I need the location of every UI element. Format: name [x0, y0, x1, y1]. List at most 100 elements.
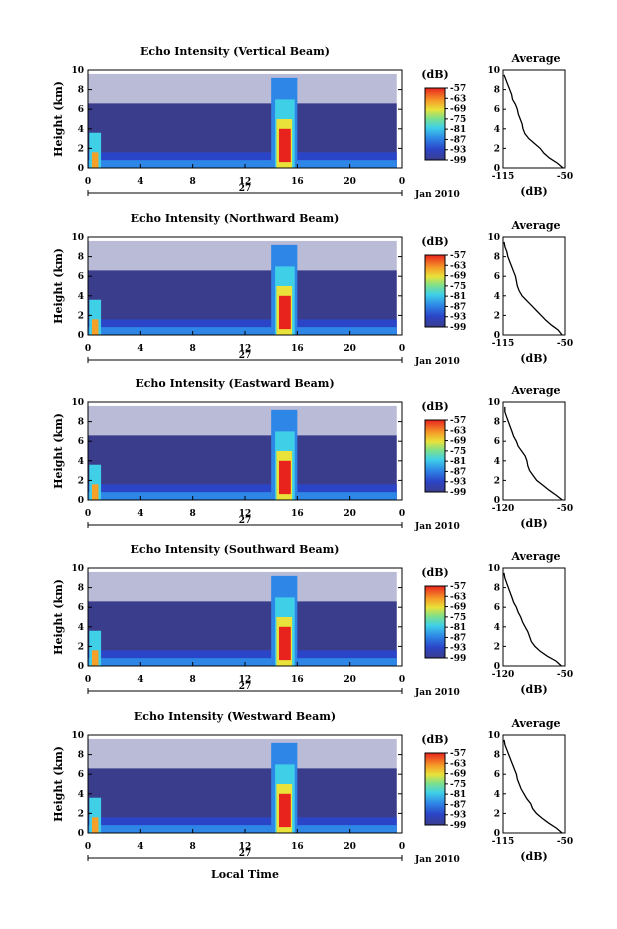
- echo-plume-early-core: [91, 319, 99, 335]
- panel-4: Echo Intensity (Westward Beam) 0 2 4 6 8 10 Hei…: [52, 710, 573, 865]
- x-tick-label: 20: [343, 842, 356, 852]
- profile-title: Average: [510, 550, 560, 563]
- y-axis-label: Height (km): [52, 248, 65, 324]
- x-tick-label: 4: [137, 509, 143, 519]
- echo-surface-band: [88, 658, 397, 666]
- profile-x-tick-label: -50: [557, 339, 573, 349]
- day-label: 27: [239, 184, 252, 194]
- profile-y-tick-label: 2: [494, 311, 500, 321]
- panel-title: Echo Intensity (Eastward Beam): [135, 377, 334, 390]
- profile-y-tick-label: 0: [494, 496, 500, 506]
- colorbar-unit: (dB): [421, 235, 448, 248]
- profile-y-tick-label: 2: [494, 476, 500, 486]
- date-label: Jan 2010: [414, 522, 460, 532]
- colorbar-tick-label: -63: [450, 592, 466, 602]
- y-tick-label: 10: [71, 66, 84, 76]
- profile-x-tick-label: -115: [492, 172, 515, 182]
- profile-y-tick-label: 6: [494, 105, 500, 115]
- colorbar-unit: (dB): [421, 566, 448, 579]
- x-tick-label: 0: [85, 675, 91, 685]
- x-tick-label: 12: [239, 842, 252, 852]
- profile-x-tick-label: -120: [492, 504, 515, 514]
- colorbar-tick-label: -75: [450, 780, 466, 790]
- panel-title: Echo Intensity (Vertical Beam): [140, 45, 330, 58]
- profile-y-tick-label: 0: [494, 829, 500, 839]
- y-tick-label: 2: [78, 311, 84, 321]
- colorbar-tick-label: -75: [450, 447, 466, 457]
- colorbar-tick-label: -99: [450, 654, 466, 664]
- y-tick-label: 0: [78, 496, 84, 506]
- colorbar-tick-label: -87: [450, 633, 466, 643]
- echo-sparse-upper: [88, 405, 397, 436]
- colorbar-tick-label: -69: [450, 272, 466, 282]
- y-tick-label: 2: [78, 144, 84, 154]
- colorbar-tick-label: -81: [450, 125, 466, 135]
- y-tick-label: 6: [78, 272, 84, 282]
- echo-event-core: [279, 626, 291, 661]
- colorbar-tick-label: -81: [450, 623, 466, 633]
- y-tick-label: 0: [78, 662, 84, 672]
- colorbar-tick-label: -63: [450, 261, 466, 271]
- profile-x-label: (dB): [520, 352, 547, 365]
- panel-3: Echo Intensity (Southward Beam) 0 2 4 6 8 10 He…: [52, 543, 573, 698]
- profile-y-tick-label: 4: [494, 292, 500, 302]
- profile-axes: [502, 236, 566, 336]
- profile-axes: [502, 734, 566, 834]
- echo-plume-early-core: [91, 484, 99, 500]
- profile-title: Average: [510, 52, 560, 65]
- echo-plume-early: [89, 464, 102, 500]
- x-tick-label: 8: [190, 509, 196, 519]
- panel-title: Echo Intensity (Westward Beam): [134, 710, 336, 723]
- y-tick-label: 6: [78, 770, 84, 780]
- profile-y-tick-label: 10: [487, 731, 500, 741]
- x-tick-label: 12: [239, 177, 252, 187]
- profile-title: Average: [510, 219, 560, 232]
- colorbar-unit: (dB): [421, 733, 448, 746]
- colorbar: [424, 87, 446, 161]
- profile-y-tick-label: 6: [494, 603, 500, 613]
- x-tick-label: 4: [137, 344, 143, 354]
- x-tick-label: 12: [239, 344, 252, 354]
- echo-sparse-upper: [88, 738, 397, 769]
- x-tick-label: 0: [399, 177, 405, 187]
- profile-x-label: (dB): [520, 517, 547, 530]
- profile-axes: [502, 69, 566, 169]
- profile-y-tick-label: 2: [494, 809, 500, 819]
- x-tick-label: 4: [137, 177, 143, 187]
- x-tick-label: 4: [137, 675, 143, 685]
- x-tick-label: 0: [399, 675, 405, 685]
- date-label: Jan 2010: [414, 855, 460, 865]
- panel-0: Echo Intensity (Vertical Beam) 0 2 4 6 8 10 Hei…: [52, 45, 573, 200]
- echo-plume-early: [89, 132, 102, 168]
- x-axis-label: Local Time: [211, 868, 279, 881]
- y-tick-label: 4: [78, 623, 84, 633]
- colorbar: [424, 752, 446, 826]
- colorbar-tick-label: -81: [450, 457, 466, 467]
- colorbar-tick-label: -99: [450, 323, 466, 333]
- x-tick-label: 0: [85, 177, 91, 187]
- date-label: Jan 2010: [414, 190, 460, 200]
- x-tick-label: 0: [399, 344, 405, 354]
- y-tick-label: 8: [78, 418, 84, 428]
- profile-x-tick-label: -50: [557, 670, 573, 680]
- y-axis-label: Height (km): [52, 81, 65, 157]
- profile-y-tick-label: 2: [494, 144, 500, 154]
- profile-y-tick-label: 6: [494, 437, 500, 447]
- echo-event-core: [279, 128, 291, 163]
- y-tick-label: 0: [78, 164, 84, 174]
- echo-plume-early: [89, 630, 102, 666]
- colorbar-tick-label: -69: [450, 437, 466, 447]
- profile-line: [503, 739, 563, 834]
- echo-sparse-upper: [88, 73, 397, 104]
- colorbar-tick-label: -93: [450, 146, 466, 156]
- profile-x-label: (dB): [520, 850, 547, 863]
- profile-x-tick-label: -50: [557, 837, 573, 847]
- echo-sparse-upper: [88, 240, 397, 271]
- echo-plume-early-core: [91, 650, 99, 666]
- echo-surface-band: [88, 825, 397, 833]
- x-tick-label: 12: [239, 675, 252, 685]
- y-tick-label: 2: [78, 476, 84, 486]
- profile-x-label: (dB): [520, 185, 547, 198]
- profile-y-tick-label: 4: [494, 790, 500, 800]
